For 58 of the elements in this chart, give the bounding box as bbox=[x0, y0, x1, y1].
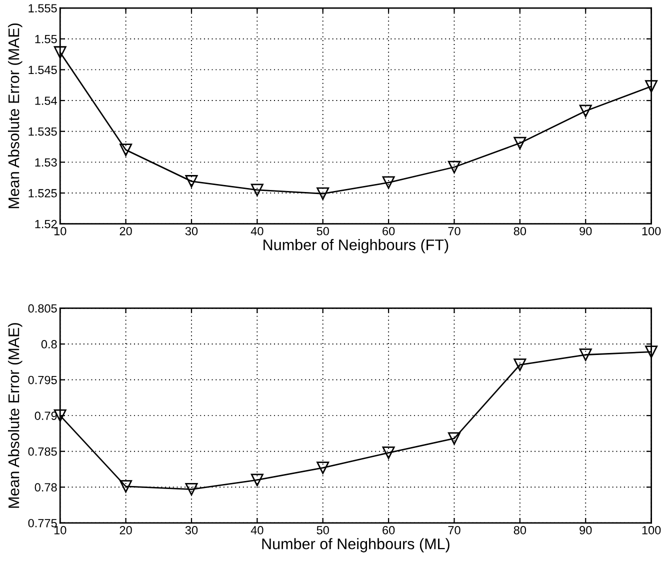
point bbox=[250, 474, 264, 486]
x-tick-label: 60 bbox=[382, 526, 395, 534]
x-tick-label: 90 bbox=[580, 526, 592, 534]
point bbox=[382, 176, 395, 189]
x-tick-label: 50 bbox=[316, 226, 329, 236]
y-axis-title: Mean Absolute Error (MAE) bbox=[8, 323, 22, 508]
point bbox=[316, 462, 330, 474]
y-tick-label: 1.52 bbox=[35, 220, 57, 228]
y-tick-label: 1.53 bbox=[35, 158, 57, 167]
x-tick-label: 20 bbox=[120, 226, 132, 236]
y-tick-label: 1.545 bbox=[28, 66, 57, 74]
x-tick-label: 40 bbox=[250, 526, 264, 534]
x-tick-label: 100 bbox=[642, 226, 661, 236]
point bbox=[514, 136, 526, 150]
y-axis-title: Mean Absolute Error (MAE) bbox=[8, 23, 22, 208]
y-tick-label: 1.555 bbox=[28, 4, 57, 12]
point bbox=[185, 175, 198, 188]
y-tick-label: 0.805 bbox=[28, 304, 57, 313]
y-tick-label: 1.535 bbox=[28, 127, 57, 136]
x-tick-label: 80 bbox=[514, 526, 526, 534]
point bbox=[579, 104, 592, 118]
y-tick-label: 0.79 bbox=[34, 412, 57, 420]
x-axis-title: Number of Neighbours (ML) bbox=[262, 538, 450, 552]
y-tick-label: 0.785 bbox=[28, 447, 57, 456]
y-tick-label: 0.795 bbox=[28, 376, 57, 384]
point bbox=[120, 480, 132, 493]
x-axis-title: Number of Neighbours (FT) bbox=[264, 239, 448, 254]
x-tick-label: 40 bbox=[250, 226, 264, 236]
point bbox=[185, 483, 198, 496]
y-tick-label: 1.525 bbox=[28, 189, 57, 198]
x-tick-label: 70 bbox=[448, 526, 460, 534]
point bbox=[250, 184, 264, 196]
y-tick-label: 0.8 bbox=[41, 340, 57, 348]
x-tick-label: 20 bbox=[120, 526, 132, 534]
point bbox=[645, 80, 658, 93]
x-tick-label: 70 bbox=[448, 226, 460, 236]
point bbox=[514, 358, 526, 372]
point bbox=[120, 144, 132, 156]
x-tick-label: 30 bbox=[185, 526, 198, 534]
x-tick-label: 90 bbox=[580, 226, 592, 236]
x-tick-label: 10 bbox=[54, 226, 66, 236]
x-tick-label: 60 bbox=[382, 226, 395, 236]
y-tick-label: 1.55 bbox=[35, 35, 57, 44]
x-tick-label: 50 bbox=[316, 526, 329, 534]
point bbox=[316, 187, 330, 200]
point bbox=[579, 348, 592, 361]
x-tick-label: 80 bbox=[514, 226, 526, 236]
point bbox=[448, 432, 460, 445]
y-tick-label: 1.54 bbox=[35, 96, 57, 105]
point bbox=[448, 160, 460, 174]
x-tick-label: 30 bbox=[185, 226, 198, 236]
y-tick-label: 0.775 bbox=[28, 518, 57, 528]
point bbox=[54, 46, 66, 59]
x-tick-label: 100 bbox=[642, 526, 661, 534]
point bbox=[382, 446, 395, 460]
x-tick-label: 10 bbox=[54, 526, 66, 534]
y-tick-label: 0.78 bbox=[34, 483, 57, 492]
point bbox=[645, 346, 658, 358]
